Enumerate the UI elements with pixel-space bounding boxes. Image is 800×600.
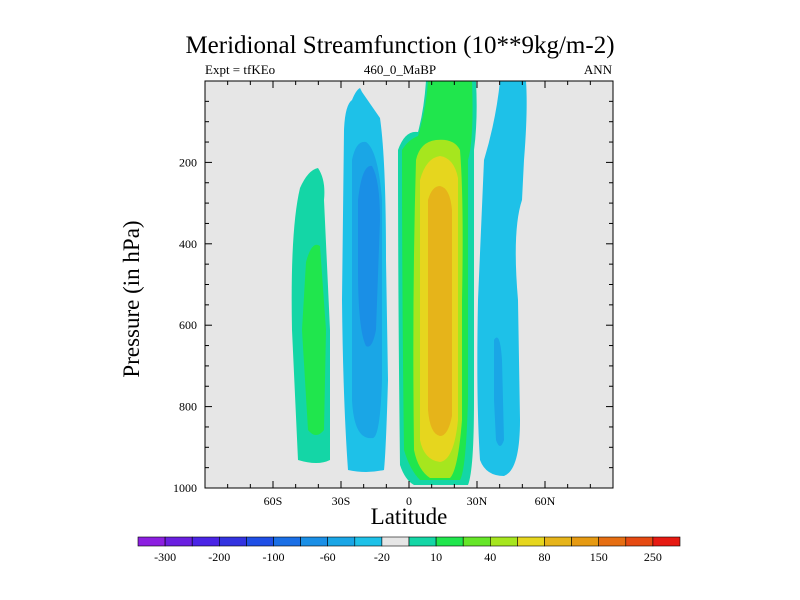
hadley-s-100 (358, 165, 380, 347)
contour-fills (291, 81, 527, 485)
colorbar-label: -20 (374, 550, 390, 564)
colorbar-label: 80 (539, 550, 551, 564)
colorbar-swatch (381, 536, 410, 547)
x-tick-label: 60N (535, 494, 556, 508)
colorbar-label: 40 (484, 550, 496, 564)
colorbar-swatch (219, 536, 247, 547)
colorbar-swatch (354, 536, 383, 547)
colorbar-label: 10 (430, 550, 442, 564)
y-tick-label: 400 (179, 237, 197, 251)
time-label: 460_0_MaBP (363, 62, 437, 77)
colorbar-swatch (137, 536, 166, 547)
chart-title: Meridional Streamfunction (10**9kg/m-2) (185, 32, 615, 59)
y-tick-label: 200 (179, 155, 197, 169)
x-tick-label: 60S (264, 494, 283, 508)
axis-ticks: 60S 30S 0 30N 60N 200 400 600 800 1000 (173, 80, 614, 508)
x-axis-label: Latitude (370, 504, 448, 529)
colorbar-swatch (517, 536, 545, 547)
ferrel-n-60 (494, 337, 504, 446)
x-tick-label: 0 (406, 494, 412, 508)
y-tick-label: 1000 (173, 481, 197, 495)
colorbar-swatch (462, 536, 491, 547)
colorbar-swatch (246, 536, 274, 547)
y-tick-label: 800 (179, 400, 197, 414)
colorbar-label: -300 (154, 550, 176, 564)
colorbar-swatch (300, 536, 329, 547)
colorbar-label: -100 (263, 550, 285, 564)
colorbar-swatch (571, 536, 599, 547)
colorbar-swatch (327, 536, 356, 547)
colorbar-label: -60 (320, 550, 336, 564)
colorbar-swatch (435, 536, 464, 547)
ferrel-n-20 (477, 81, 527, 476)
x-tick-label: 30N (467, 494, 488, 508)
colorbar-label: 250 (644, 550, 662, 564)
colorbar-swatch (408, 536, 437, 547)
colorbar-swatch (652, 536, 681, 547)
x-tick-label: 30S (332, 494, 351, 508)
colorbar-label: -200 (208, 550, 230, 564)
colorbar-swatch (164, 536, 193, 547)
colorbar-swatch (273, 536, 301, 547)
colorbar-swatch (625, 536, 654, 547)
colorbar-swatch (191, 536, 220, 547)
colorbar-swatch (544, 536, 572, 547)
hadley-n-250 (428, 186, 452, 436)
colorbar-label: 150 (590, 550, 608, 564)
colorbar-swatch (489, 536, 518, 547)
colorbar: -300 -200 -100 -60 -20 10 40 80 150 250 (137, 536, 681, 564)
experiment-label: Expt = tfKEo (205, 62, 276, 77)
season-label: ANN (583, 62, 612, 77)
colorbar-swatch (598, 536, 627, 547)
y-tick-label: 600 (179, 318, 197, 332)
ferrel-s-40 (302, 244, 326, 435)
